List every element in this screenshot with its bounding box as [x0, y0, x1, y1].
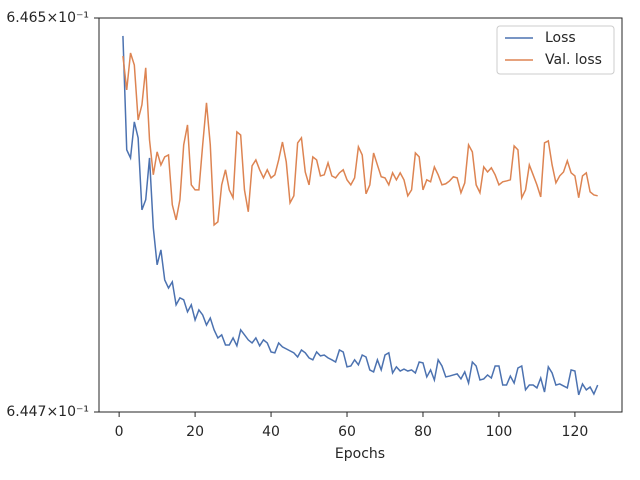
x-tick-label: 20	[186, 424, 204, 440]
data-line	[122, 35, 599, 396]
y-tick-label: 6.465×10⁻¹	[6, 10, 89, 26]
x-tick-label: 100	[486, 424, 513, 440]
legend-label: Loss	[545, 30, 576, 46]
x-tick-label: 80	[414, 424, 432, 440]
x-tick-label: 120	[562, 424, 589, 440]
x-tick-label: 60	[338, 424, 356, 440]
x-tick-label: 40	[262, 424, 280, 440]
legend-label: Val. loss	[545, 52, 602, 68]
data-line	[122, 52, 598, 227]
plot-frame	[98, 17, 623, 413]
x-axis-label: Epochs	[335, 446, 385, 462]
y-tick-label: 6.447×10⁻¹	[6, 404, 89, 420]
x-tick-label: 0	[115, 424, 124, 440]
